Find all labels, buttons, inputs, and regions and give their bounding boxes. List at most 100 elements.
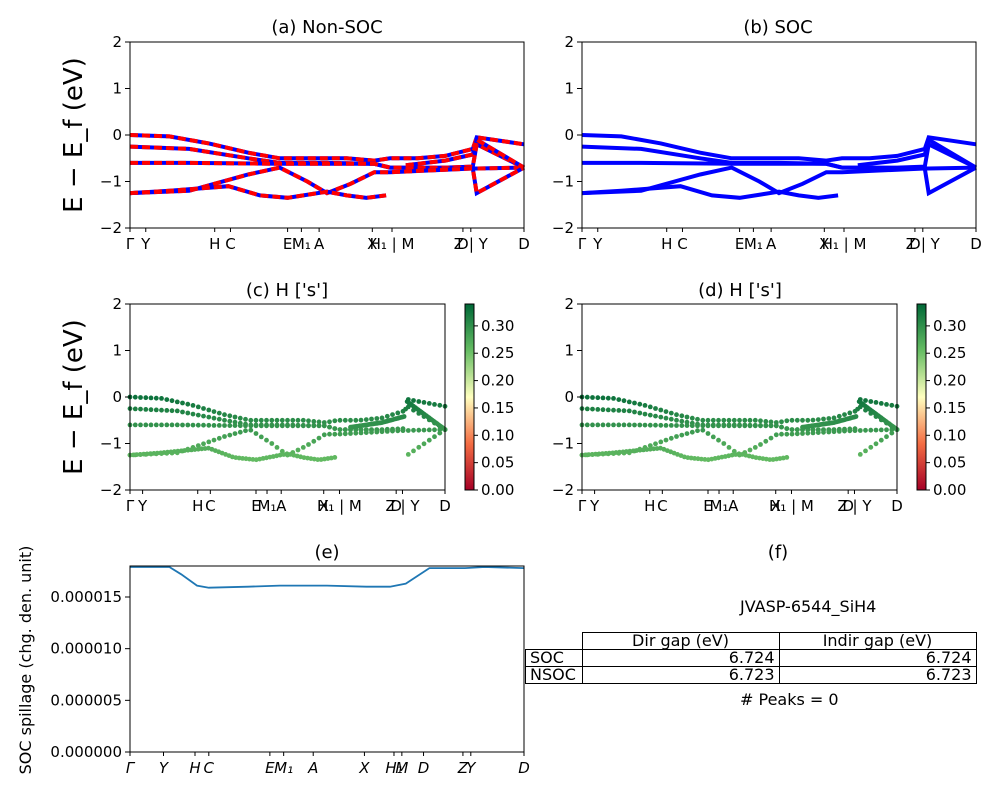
panel-e-xtick-label: A [307, 759, 318, 777]
projection-point [138, 406, 143, 412]
projection-point [369, 416, 374, 422]
projection-point [348, 417, 353, 423]
colorbar-tick-label: 0.15 [933, 399, 966, 417]
projection-point [285, 423, 290, 429]
projection-point [616, 422, 622, 428]
projection-point [758, 442, 763, 447]
projection-point [695, 416, 700, 422]
projection-point [421, 427, 427, 433]
projection-point [642, 411, 648, 417]
projection-point [768, 435, 774, 441]
projection-point [857, 428, 863, 433]
panel-d-ytick-label: 2 [564, 295, 574, 313]
projection-point [384, 429, 390, 434]
projection-point [390, 412, 395, 417]
projection-point [584, 406, 590, 412]
projection-point [705, 431, 711, 436]
projection-point [679, 423, 685, 428]
panel-a-title: (a) Non-SOC [271, 17, 382, 38]
panel-a-ytick-label: 0 [112, 126, 122, 144]
projection-point [863, 398, 868, 403]
projection-point [232, 423, 238, 428]
projection-point [253, 431, 259, 436]
panel-c-xtick-label: M₁ [258, 497, 277, 515]
projection-point [206, 422, 212, 428]
projection-point [374, 429, 380, 435]
band-line-0 [581, 133, 977, 163]
projection-point [705, 423, 711, 429]
projection-point [747, 447, 753, 453]
projection-point [768, 419, 774, 425]
projection-point [192, 447, 198, 452]
projection-point [699, 456, 704, 462]
projection-point [721, 417, 727, 423]
projection-point [621, 398, 627, 404]
projection-point [584, 422, 590, 428]
panel-a-frame [129, 41, 525, 229]
panel-b-xtick-label: E [735, 235, 744, 253]
projection-point [321, 432, 327, 438]
projection-point [437, 402, 443, 408]
panel-b-ytick-label: 1 [564, 80, 574, 98]
panel-c: (c) H ['s'] E − E_f (eV) 0.00 0.05 0.10 0.1… [59, 280, 514, 515]
projection-point [726, 423, 732, 429]
projection-point [616, 408, 622, 413]
band-overlay-line-3 [129, 165, 525, 197]
projection-point [626, 422, 632, 428]
projection-point [411, 427, 416, 433]
projection-point [363, 417, 369, 422]
projection-point [301, 455, 307, 460]
projection-point [227, 418, 233, 424]
panel-e-xtick-label: D [518, 759, 530, 777]
projection-point [726, 417, 732, 423]
projection-point [689, 429, 695, 435]
projection-point [405, 428, 411, 433]
panel-a-xtick-label: Z | Y [454, 235, 489, 253]
projection-point [159, 407, 164, 413]
projection-point [794, 431, 800, 437]
projection-point [154, 450, 160, 456]
projection-point [395, 428, 401, 434]
projection-point [247, 456, 252, 462]
panel-b-title: (b) SOC [743, 17, 812, 38]
panel-c-xtick-label: A [276, 497, 287, 515]
soc-dir-gap: 6.724 [581, 649, 780, 667]
projection-point [878, 401, 884, 406]
projection-point [138, 395, 143, 400]
panel-b-xtick-label: M₁ [744, 235, 763, 253]
projection-point [726, 445, 732, 450]
projection-point [884, 434, 889, 440]
projection-point [264, 423, 269, 429]
projection-point [211, 423, 217, 428]
panel-d-title: (d) H ['s'] [698, 280, 782, 301]
panel-b-xtick-label: D [970, 235, 982, 253]
projection-point [248, 423, 254, 429]
projection-point [237, 415, 243, 421]
projection-point [327, 419, 332, 425]
panel-c-ytick-label: −1 [100, 435, 122, 453]
projection-point [315, 457, 321, 462]
panel-e-ytick-label: 0.000010 [50, 640, 122, 658]
gap-table-header-row: Dir gap (eV) Indir gap (eV) [526, 632, 977, 650]
panel-d-xtick-label: D [891, 497, 903, 515]
projection-point [794, 417, 800, 423]
projection-point [138, 422, 143, 428]
projection-point [421, 400, 427, 405]
projection-point [190, 422, 196, 428]
projection-point [432, 434, 437, 440]
projection-point [353, 417, 359, 423]
projection-point [826, 416, 832, 421]
gap-table: Dir gap (eV) Indir gap (eV) SOC 6.724 6.… [525, 632, 977, 684]
band-overlay-line-2 [130, 160, 525, 171]
projection-point [637, 410, 643, 416]
projection-point [794, 427, 800, 433]
panel-e-ytick-label: 0.000005 [50, 691, 122, 709]
projection-point [658, 439, 664, 445]
projection-point [668, 435, 674, 441]
projection-point [674, 423, 679, 428]
projection-point [169, 408, 175, 414]
projection-point [742, 417, 748, 423]
panel-b-ytick-label: 0 [564, 126, 574, 144]
projection-point [337, 417, 343, 423]
projection-point [358, 430, 364, 436]
